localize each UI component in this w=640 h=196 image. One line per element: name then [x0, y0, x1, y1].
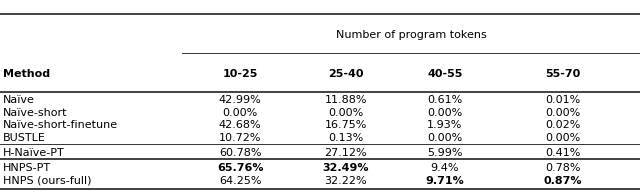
- Text: 65.76%: 65.76%: [217, 163, 263, 173]
- Text: 0.61%: 0.61%: [427, 95, 463, 105]
- Text: Naïve-short-finetune: Naïve-short-finetune: [3, 120, 118, 130]
- Text: 32.22%: 32.22%: [324, 176, 367, 186]
- Text: HNPS-PT: HNPS-PT: [3, 163, 51, 173]
- Text: 0.00%: 0.00%: [222, 107, 258, 118]
- Text: 0.13%: 0.13%: [328, 133, 364, 143]
- Text: 10-25: 10-25: [222, 69, 258, 80]
- Text: 40-55: 40-55: [427, 69, 463, 80]
- Text: 60.78%: 60.78%: [219, 148, 261, 158]
- Text: 11.88%: 11.88%: [324, 95, 367, 105]
- Text: BUSTLE: BUSTLE: [3, 133, 46, 143]
- Text: Method: Method: [3, 69, 51, 80]
- Text: Naïve-short: Naïve-short: [3, 107, 68, 118]
- Text: 0.87%: 0.87%: [544, 176, 582, 186]
- Text: 0.00%: 0.00%: [427, 133, 463, 143]
- Text: 16.75%: 16.75%: [324, 120, 367, 130]
- Text: 55-70: 55-70: [545, 69, 581, 80]
- Text: 5.99%: 5.99%: [427, 148, 463, 158]
- Text: 0.00%: 0.00%: [545, 133, 581, 143]
- Text: 10.72%: 10.72%: [219, 133, 261, 143]
- Text: H-Naïve-PT: H-Naïve-PT: [3, 148, 65, 158]
- Text: 0.00%: 0.00%: [328, 107, 364, 118]
- Text: 0.02%: 0.02%: [545, 120, 581, 130]
- Text: 0.01%: 0.01%: [545, 95, 581, 105]
- Text: 9.4%: 9.4%: [431, 163, 459, 173]
- Text: HNPS (ours-full): HNPS (ours-full): [3, 176, 92, 186]
- Text: 32.49%: 32.49%: [323, 163, 369, 173]
- Text: Naïve: Naïve: [3, 95, 35, 105]
- Text: 0.78%: 0.78%: [545, 163, 581, 173]
- Text: 1.93%: 1.93%: [427, 120, 463, 130]
- Text: 25-40: 25-40: [328, 69, 364, 80]
- Text: 27.12%: 27.12%: [324, 148, 367, 158]
- Text: 0.41%: 0.41%: [545, 148, 581, 158]
- Text: 0.00%: 0.00%: [545, 107, 581, 118]
- Text: 0.00%: 0.00%: [427, 107, 463, 118]
- Text: Number of program tokens: Number of program tokens: [336, 30, 486, 40]
- Text: 9.71%: 9.71%: [426, 176, 464, 186]
- Text: 42.68%: 42.68%: [219, 120, 261, 130]
- Text: 42.99%: 42.99%: [219, 95, 261, 105]
- Text: 64.25%: 64.25%: [219, 176, 261, 186]
